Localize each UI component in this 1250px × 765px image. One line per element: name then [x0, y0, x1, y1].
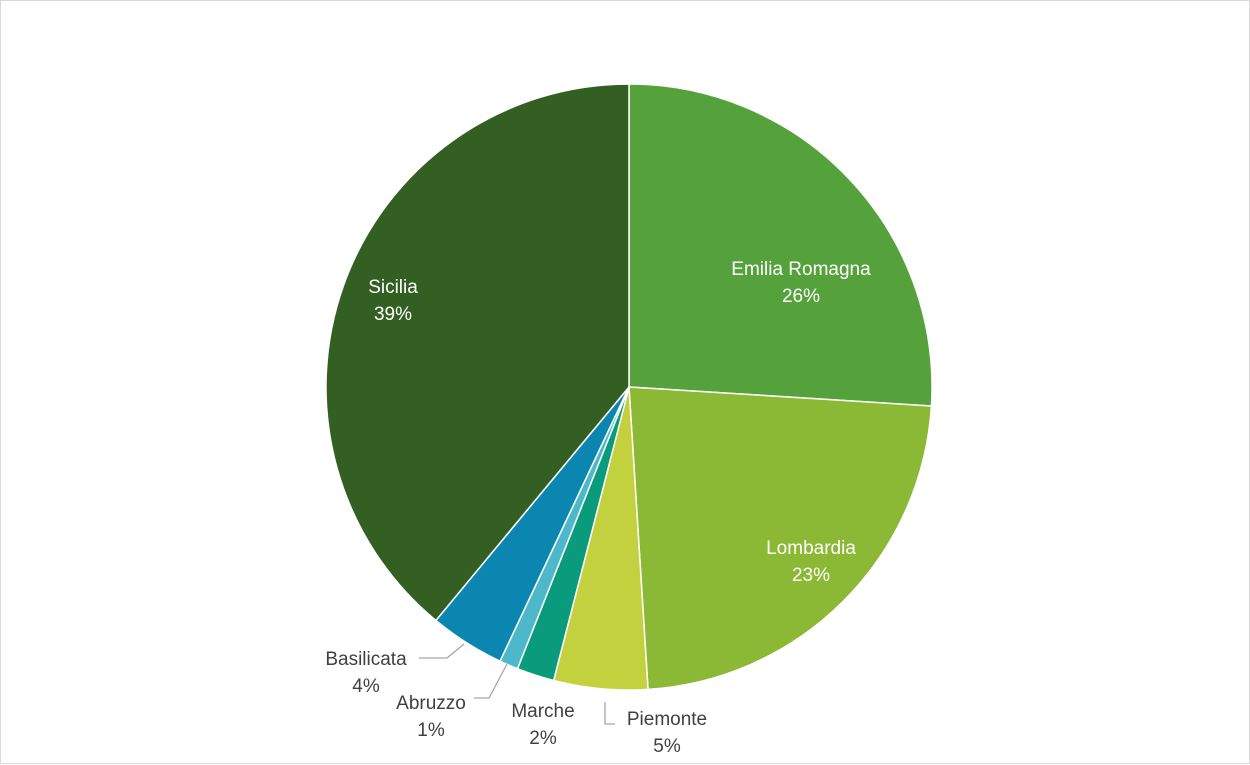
pie-slice-emilia-romagna — [628, 83, 933, 407]
data-label-sicilia: Sicilia 39% — [368, 277, 418, 325]
pie-slices — [325, 83, 933, 691]
data-label-category: Marche — [511, 701, 574, 722]
leader-line-piemonte — [604, 702, 615, 725]
data-label-category: Basilicata — [325, 649, 407, 670]
data-label-piemonte: Piemonte 5% — [627, 709, 707, 757]
data-label-marche: Marche 2% — [511, 701, 574, 749]
leader-line-abruzzo — [474, 663, 508, 699]
data-label-category: Piemonte — [627, 709, 707, 730]
data-label-percent: 5% — [653, 736, 681, 757]
pie-slice-lombardia — [628, 386, 933, 691]
data-label-category: Sicilia — [368, 277, 418, 298]
data-label-category: Abruzzo — [396, 693, 466, 714]
data-label-percent: 2% — [529, 728, 557, 749]
leader-lines — [419, 643, 615, 725]
data-label-abruzzo: Abruzzo 1% — [396, 693, 466, 741]
data-label-percent: 26% — [782, 286, 820, 307]
leader-line-basilicata — [419, 643, 465, 659]
data-label-basilicata: Basilicata 4% — [325, 649, 407, 697]
data-labels: Emilia Romagna 26% Lombardia 23% Piemonte 5% M… — [325, 259, 871, 757]
data-label-percent: 1% — [417, 720, 445, 741]
data-label-percent: 39% — [374, 304, 412, 325]
data-label-emilia-romagna: Emilia Romagna 26% — [731, 259, 871, 307]
data-label-percent: 4% — [352, 676, 380, 697]
data-label-percent: 23% — [792, 565, 830, 586]
data-label-category: Emilia Romagna — [731, 259, 871, 280]
data-label-lombardia: Lombardia 23% — [766, 538, 856, 586]
pie-slice-sicilia — [325, 83, 630, 622]
data-label-category: Lombardia — [766, 538, 856, 559]
